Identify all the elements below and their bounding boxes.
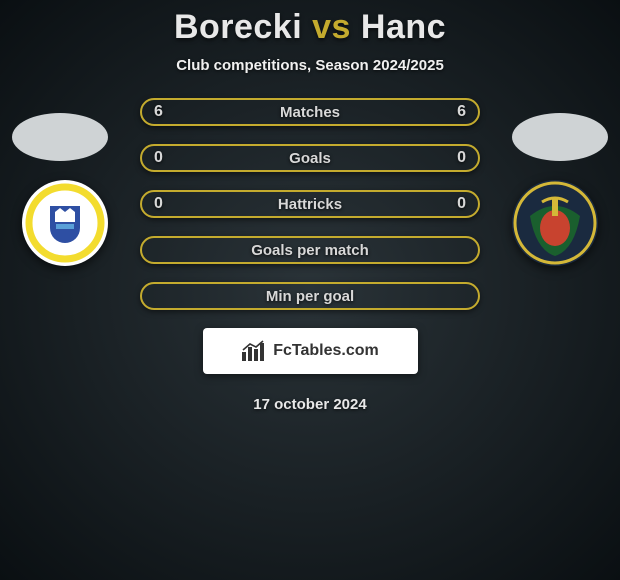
stat-row: Min per goal [140, 282, 480, 310]
club-badge-left [22, 180, 108, 266]
player1-silhouette [10, 110, 110, 164]
stat-left-value: 0 [154, 195, 163, 213]
brand-box: FcTables.com [203, 328, 418, 374]
vs-label: vs [312, 8, 351, 46]
brand-icon [241, 340, 267, 362]
stat-left-value: 6 [154, 103, 163, 121]
player1-name: Borecki [174, 8, 302, 46]
stat-left-value: 0 [154, 149, 163, 167]
comparison-title: Borecki vs Hanc [0, 0, 620, 47]
club-badge-right [512, 180, 598, 266]
stat-label: Hattricks [278, 196, 342, 213]
brand-text: FcTables.com [273, 342, 379, 360]
stat-right-value: 0 [457, 195, 466, 213]
stat-right-value: 0 [457, 149, 466, 167]
stat-row: 0 Goals 0 [140, 144, 480, 172]
stat-label: Goals per match [251, 242, 369, 259]
player2-silhouette [510, 110, 610, 164]
player2-name: Hanc [361, 8, 446, 46]
stat-label: Min per goal [266, 288, 354, 305]
date-text: 17 october 2024 [0, 396, 620, 413]
stat-label: Matches [280, 104, 340, 121]
stat-right-value: 6 [457, 103, 466, 121]
stat-row: Goals per match [140, 236, 480, 264]
stat-row: 0 Hattricks 0 [140, 190, 480, 218]
subtitle: Club competitions, Season 2024/2025 [0, 57, 620, 74]
stat-row: 6 Matches 6 [140, 98, 480, 126]
stat-label: Goals [289, 150, 331, 167]
